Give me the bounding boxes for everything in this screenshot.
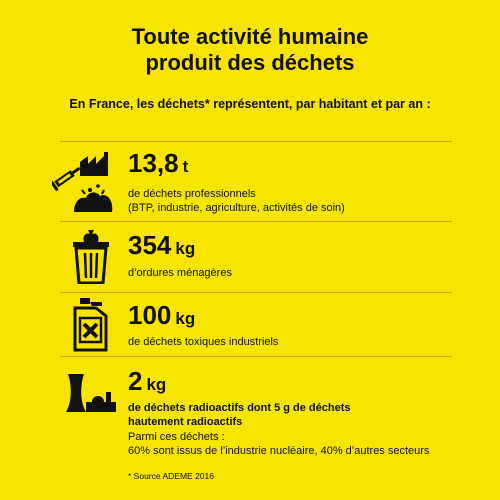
divider: [60, 292, 452, 293]
nuclear-plant-icon: [66, 374, 116, 412]
stat-amount: 13,8 t: [128, 148, 188, 179]
stat-description: Parmi ces déchets : 60% sont issus de l’…: [128, 430, 429, 458]
description-line: Parmi ces déchets :: [128, 431, 225, 443]
stat-amount: 100 kg: [128, 300, 195, 331]
description-line: hautement radioactifs: [128, 416, 243, 428]
stat-value: 13,8: [128, 148, 179, 178]
stat-value: 354: [128, 230, 172, 260]
stat-unit: kg: [175, 309, 196, 328]
stat-value: 2: [128, 366, 143, 396]
industry-waste-icon: [52, 152, 113, 212]
divider: [60, 356, 452, 357]
stat-value: 100: [128, 300, 172, 330]
title-line-2: produit des déchets: [145, 50, 355, 75]
intro-text: En France, les déchets* représentent, pa…: [69, 97, 431, 111]
page-title: Toute activité humaine produit des déche…: [0, 24, 500, 76]
stat-description: d’ordures ménagères: [128, 266, 232, 280]
stat-amount: 2 kg: [128, 366, 166, 397]
description-line: de déchets radioactifs dont 5 g de déche…: [128, 402, 351, 414]
stat-unit: t: [182, 157, 189, 176]
description-line: 60% sont issus de l’industrie nucléaire,…: [128, 445, 430, 457]
description-line: de déchets professionnels: [128, 188, 256, 200]
description-line: d’ordures ménagères: [128, 267, 232, 279]
stat-description-bold: de déchets radioactifs dont 5 g de déche…: [128, 401, 351, 429]
divider: [60, 221, 452, 222]
divider: [60, 141, 452, 142]
trash-bin-icon: [73, 230, 109, 284]
toxic-canister-icon: [73, 298, 108, 352]
description-line: (BTP, industrie, agriculture, activités …: [128, 202, 345, 214]
description-line: de déchets toxiques industriels: [128, 336, 279, 348]
stat-unit: kg: [175, 239, 196, 258]
stat-amount: 354 kg: [128, 230, 195, 261]
source-note: * Source ADEME 2016: [128, 471, 214, 481]
stat-description: de déchets professionnels (BTP, industri…: [128, 187, 345, 215]
title-line-1: Toute activité humaine: [131, 24, 369, 49]
stat-unit: kg: [146, 375, 167, 394]
stat-description: de déchets toxiques industriels: [128, 335, 278, 349]
